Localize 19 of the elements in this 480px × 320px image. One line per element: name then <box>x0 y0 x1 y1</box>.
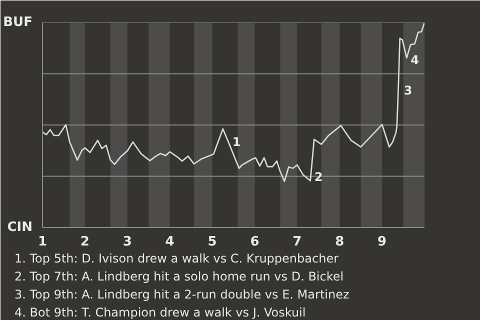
text: 4. Bot 9th: T. Champion drew a walk vs J. Voskuil <box>14 306 306 320</box>
x-tick-label: 9 <box>378 234 387 250</box>
annotation: 4 <box>410 52 420 67</box>
annotation: 1 <box>232 134 241 149</box>
text: BUF <box>3 15 33 30</box>
x-tick-label: 8 <box>335 234 344 250</box>
annotation: 3 <box>404 84 412 98</box>
x-tick-label: 3 <box>122 234 132 250</box>
x-tick-label: 6 <box>250 234 260 250</box>
x-tick-label: 1 <box>38 234 48 250</box>
x-tick-label: 4 <box>165 234 174 250</box>
text: 3. Top 9th: A. Lindberg hit a 2-run double vs E. Martinez <box>14 288 350 302</box>
x-tick-label: 7 <box>292 234 302 250</box>
text: 1. Top 5th: D. Ivison drew a walk vs C. Kruppenbacher <box>14 252 339 266</box>
annotation: 2 <box>314 170 323 184</box>
x-tick-label: 5 <box>208 234 217 250</box>
text: CIN <box>7 220 33 235</box>
text: 2. Top 7th: A. Lindberg hit a solo home run vs D. Bickel <box>14 270 344 284</box>
x-tick-label: 2 <box>80 234 90 250</box>
